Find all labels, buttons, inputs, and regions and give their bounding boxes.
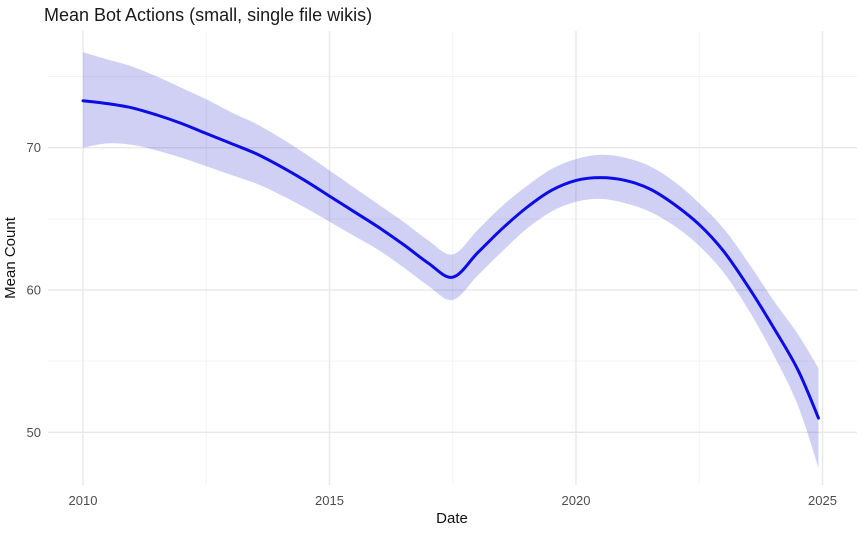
x-tick-label: 2020: [562, 493, 591, 508]
chart-title: Mean Bot Actions (small, single file wik…: [44, 5, 372, 25]
y-axis-title: Mean Count: [2, 216, 19, 299]
gridlines-minor: [48, 31, 857, 485]
x-axis-title: Date: [436, 510, 468, 527]
trend-line: [81, 99, 820, 420]
y-tick-label: 50: [27, 425, 41, 440]
confidence-band: [83, 52, 819, 468]
gridlines-major: [48, 31, 857, 485]
y-tick-label: 60: [27, 283, 41, 298]
x-tick-label: 2025: [808, 493, 837, 508]
y-tick-label: 70: [27, 140, 41, 155]
x-tick-labels: 2010 2015 2020 2025: [69, 493, 837, 508]
x-tick-label: 2015: [315, 493, 344, 508]
y-tick-labels: 50 60 70: [27, 140, 41, 440]
x-tick-label: 2010: [69, 493, 98, 508]
